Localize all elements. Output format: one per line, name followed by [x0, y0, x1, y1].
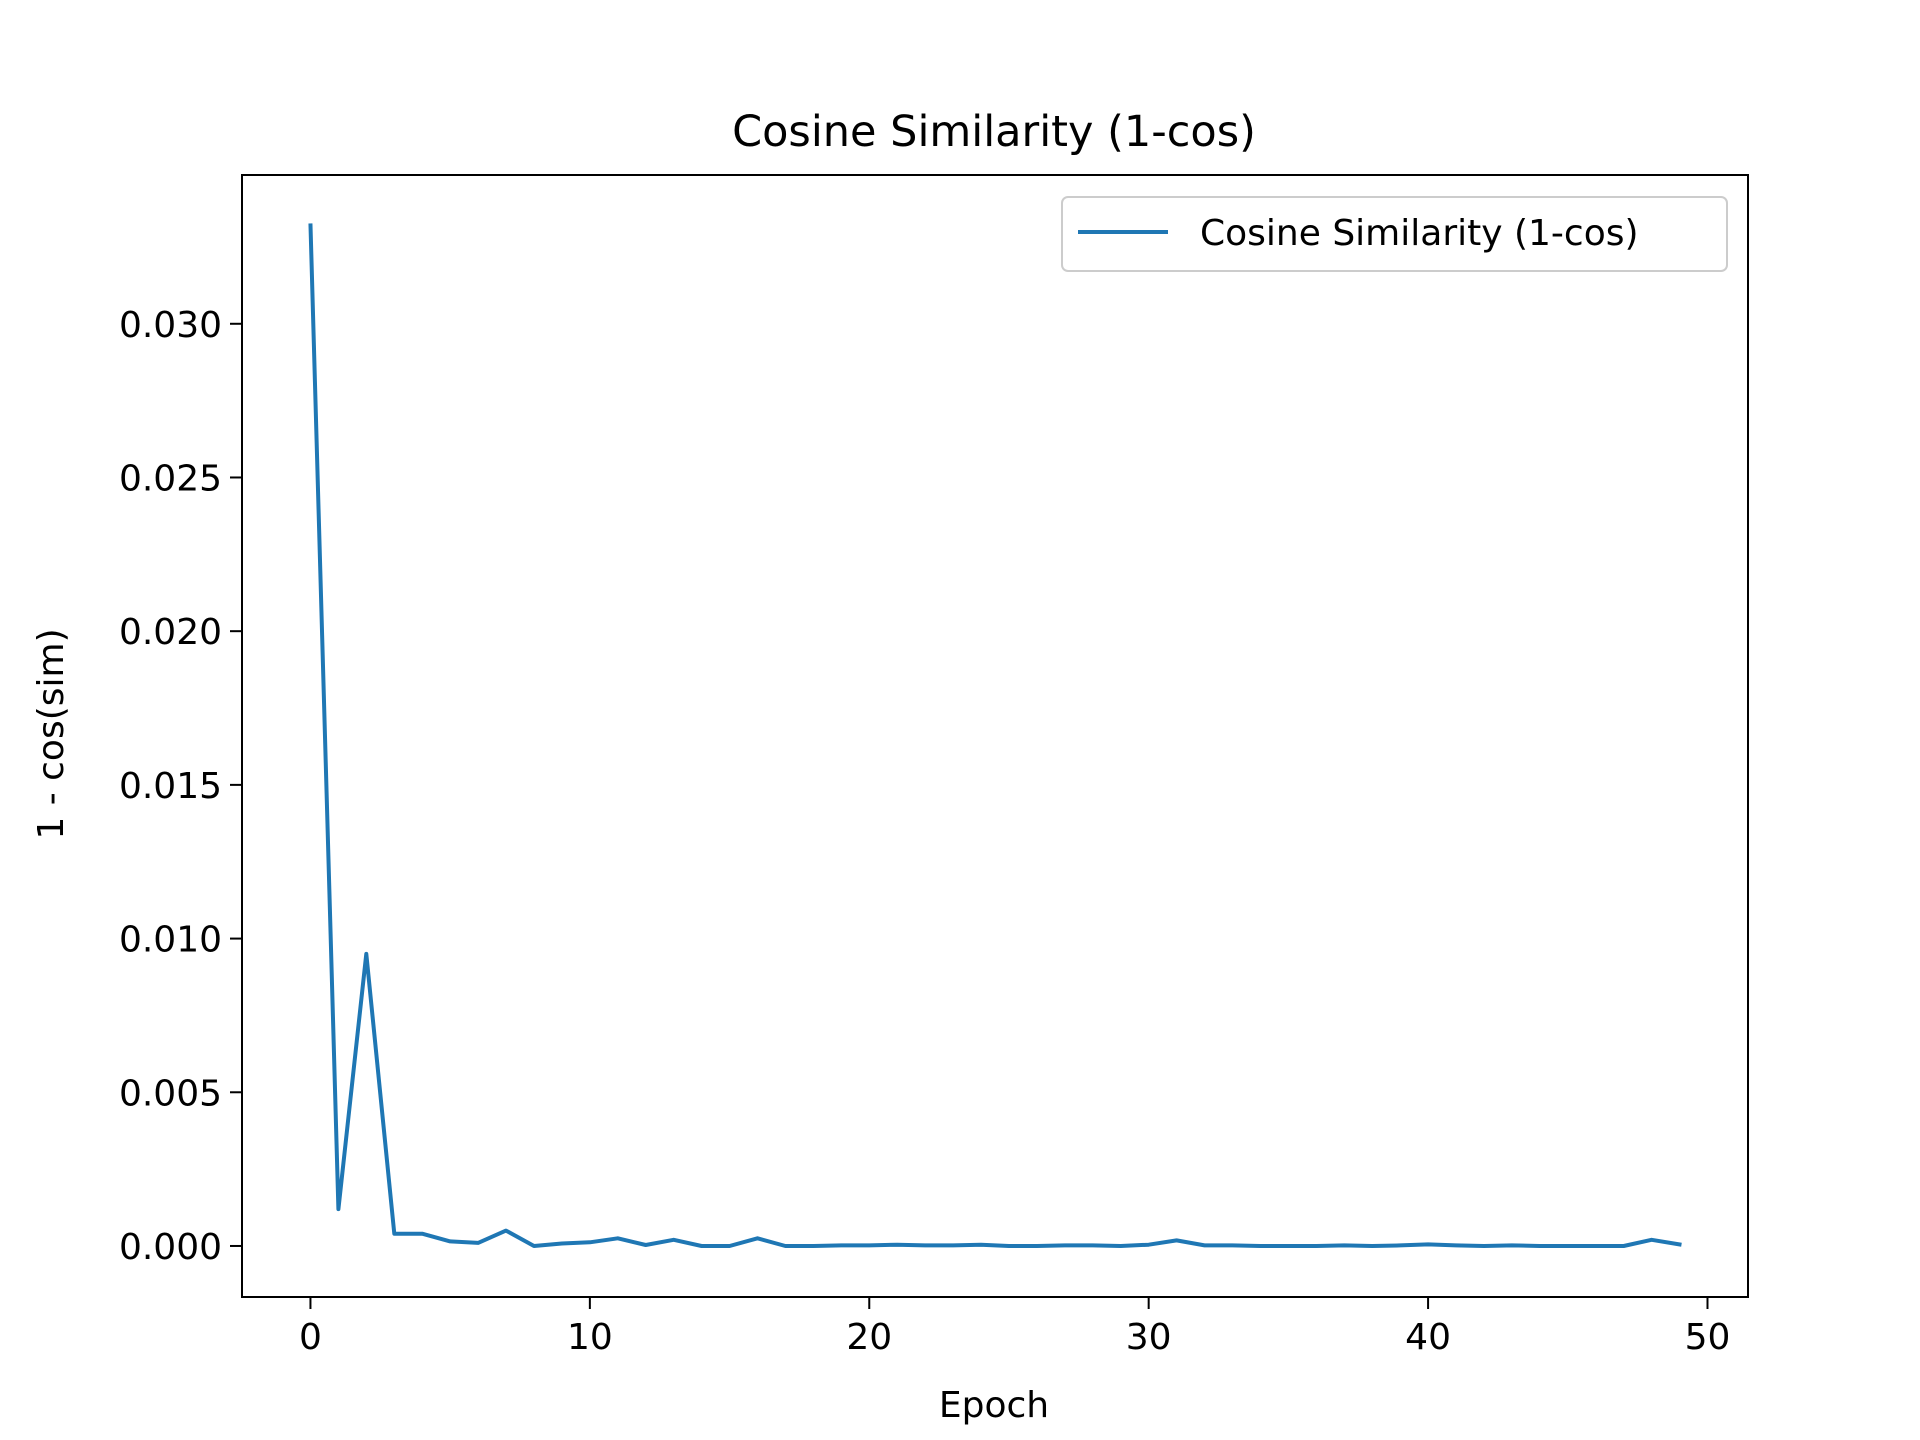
x-axis-title: Epoch [939, 1385, 1049, 1426]
x-tick-label: 10 [567, 1317, 613, 1358]
x-tick-label: 40 [1405, 1317, 1451, 1358]
x-tick-label: 0 [299, 1317, 322, 1358]
x-axis: 0 10 20 30 40 50 [299, 1297, 1730, 1358]
y-tick-label: 0.030 [119, 305, 222, 346]
legend-box [1061, 196, 1728, 272]
plot-area [241, 174, 1749, 1298]
plot-frame [241, 174, 1749, 1298]
chart-title: Cosine Similarity (1-cos) [732, 107, 1256, 157]
y-tick-label: 0.015 [119, 766, 222, 807]
y-tick-label: 0.000 [119, 1227, 222, 1268]
series-line-0 [308, 223, 1682, 1248]
y-axis-title: 1 - cos(sim) [31, 628, 72, 839]
y-tick-label: 0.010 [119, 920, 222, 961]
y-tick-label: 0.005 [119, 1073, 222, 1114]
x-tick-label: 30 [1126, 1317, 1172, 1358]
y-tick-label: 0.020 [119, 612, 222, 653]
y-tick-label: 0.025 [119, 458, 222, 499]
legend-label: Cosine Similarity (1-cos) [1200, 213, 1639, 254]
x-tick-label: 50 [1685, 1317, 1731, 1358]
legend: Cosine Similarity (1-cos) [1061, 196, 1728, 272]
x-tick-label: 20 [846, 1317, 892, 1358]
y-axis: 0.000 0.005 0.010 0.015 0.020 0.025 0.030 [119, 305, 242, 1268]
